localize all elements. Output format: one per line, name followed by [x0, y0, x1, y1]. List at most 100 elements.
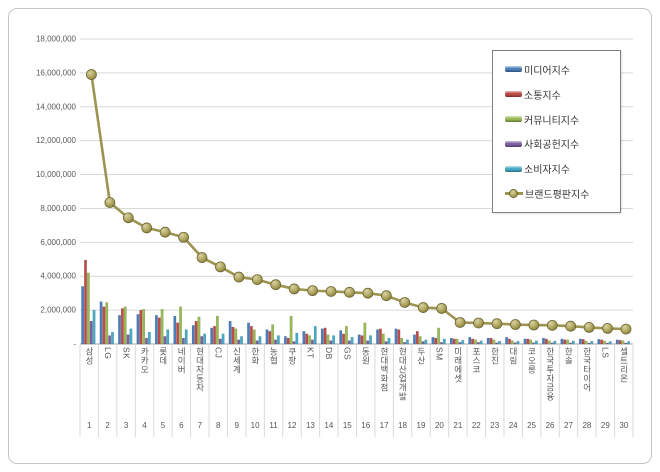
bar	[173, 315, 177, 345]
bar	[276, 335, 280, 345]
bar	[329, 340, 333, 345]
category-label: 코오롱	[526, 347, 537, 374]
bar	[471, 338, 475, 345]
bar-series-3	[89, 320, 628, 345]
bar	[542, 337, 545, 345]
line-marker	[159, 226, 171, 238]
bar	[357, 334, 361, 345]
bar	[529, 339, 533, 345]
bar	[363, 322, 367, 345]
bar	[184, 329, 188, 345]
bar	[123, 306, 127, 345]
bar	[384, 341, 388, 345]
social-contribution-index-swatch-icon	[505, 140, 522, 147]
rank-label: 8	[216, 421, 221, 430]
bar	[387, 337, 391, 345]
line-marker	[288, 283, 300, 295]
bar	[403, 342, 406, 345]
bar	[258, 336, 262, 345]
bar	[179, 306, 182, 345]
category-label: 한진	[490, 347, 500, 365]
bar	[615, 339, 619, 345]
rank-label: 6	[179, 421, 184, 430]
y-axis-tick-label: 4,000,000	[40, 272, 76, 281]
rank-label: 11	[269, 421, 278, 430]
bar	[147, 331, 151, 345]
community-index-swatch-icon	[505, 116, 522, 123]
bar	[376, 329, 379, 345]
category-separators	[79, 345, 634, 437]
category-label: 한국투자금융	[545, 347, 556, 401]
bar-series-4	[92, 309, 631, 345]
bar	[553, 340, 557, 345]
rank-label: 12	[287, 421, 297, 430]
y-axis-tick-label: 18,000,000	[36, 35, 77, 44]
bar	[332, 335, 336, 345]
category-label: 카카오	[139, 347, 150, 374]
category-label: 신세계	[231, 347, 242, 374]
bar	[455, 338, 459, 345]
bar	[139, 309, 143, 345]
bar	[163, 336, 167, 345]
bar	[136, 314, 140, 345]
rank-label: 18	[398, 421, 408, 430]
y-axis-tick-labels: - 2,000,000 4,000,000 6,000,000 8,000,000 10,…	[36, 35, 77, 349]
bar	[271, 324, 275, 345]
bar	[547, 340, 551, 345]
bar	[302, 331, 306, 345]
bar	[326, 334, 330, 345]
rank-label: 24	[508, 421, 518, 430]
y-axis-tick-label: -	[73, 340, 76, 349]
category-label: 한솔	[563, 347, 574, 365]
line-marker	[399, 297, 411, 308]
line-marker	[546, 319, 558, 331]
bar	[424, 339, 428, 345]
category-label: 동원	[360, 347, 371, 365]
bar	[578, 338, 582, 345]
bar	[603, 340, 606, 345]
bar	[479, 340, 483, 345]
bar	[440, 342, 443, 345]
bar	[608, 341, 612, 345]
bar	[265, 329, 269, 345]
bar	[621, 340, 625, 345]
bar	[108, 335, 112, 345]
bar	[468, 337, 472, 345]
rank-label: 23	[490, 421, 500, 430]
bar	[397, 329, 401, 345]
bar	[200, 336, 204, 345]
line-marker	[215, 261, 226, 273]
bar	[240, 336, 243, 345]
bar	[513, 342, 517, 345]
bar	[544, 338, 548, 345]
bar	[160, 309, 164, 345]
bar	[571, 340, 575, 345]
bar	[360, 335, 364, 345]
bar	[308, 335, 311, 345]
rank-label: 25	[527, 421, 537, 430]
bar	[489, 337, 493, 345]
rank-label: 21	[453, 421, 463, 430]
line-marker	[436, 303, 448, 314]
bar	[120, 308, 124, 345]
legend-entry-consumer: 소비자지수	[505, 161, 620, 176]
y-axis-tick-label: 6,000,000	[40, 238, 76, 247]
bar	[313, 326, 317, 345]
bar	[295, 332, 299, 345]
bar	[584, 340, 588, 345]
bar	[99, 301, 103, 345]
consumer-index-swatch-icon	[505, 165, 522, 172]
category-label: 현대백화점	[379, 347, 390, 392]
bar	[347, 340, 351, 345]
bar	[142, 309, 146, 345]
y-axis-tick-label: 14,000,000	[36, 102, 77, 111]
bar	[381, 333, 385, 345]
bar	[569, 342, 572, 345]
bar	[231, 326, 235, 345]
rank-label: 15	[342, 421, 352, 430]
bar-series-2	[86, 272, 625, 345]
bar	[516, 340, 520, 345]
line-marker	[86, 69, 97, 80]
bar	[105, 302, 109, 345]
category-label: SK	[121, 347, 132, 360]
